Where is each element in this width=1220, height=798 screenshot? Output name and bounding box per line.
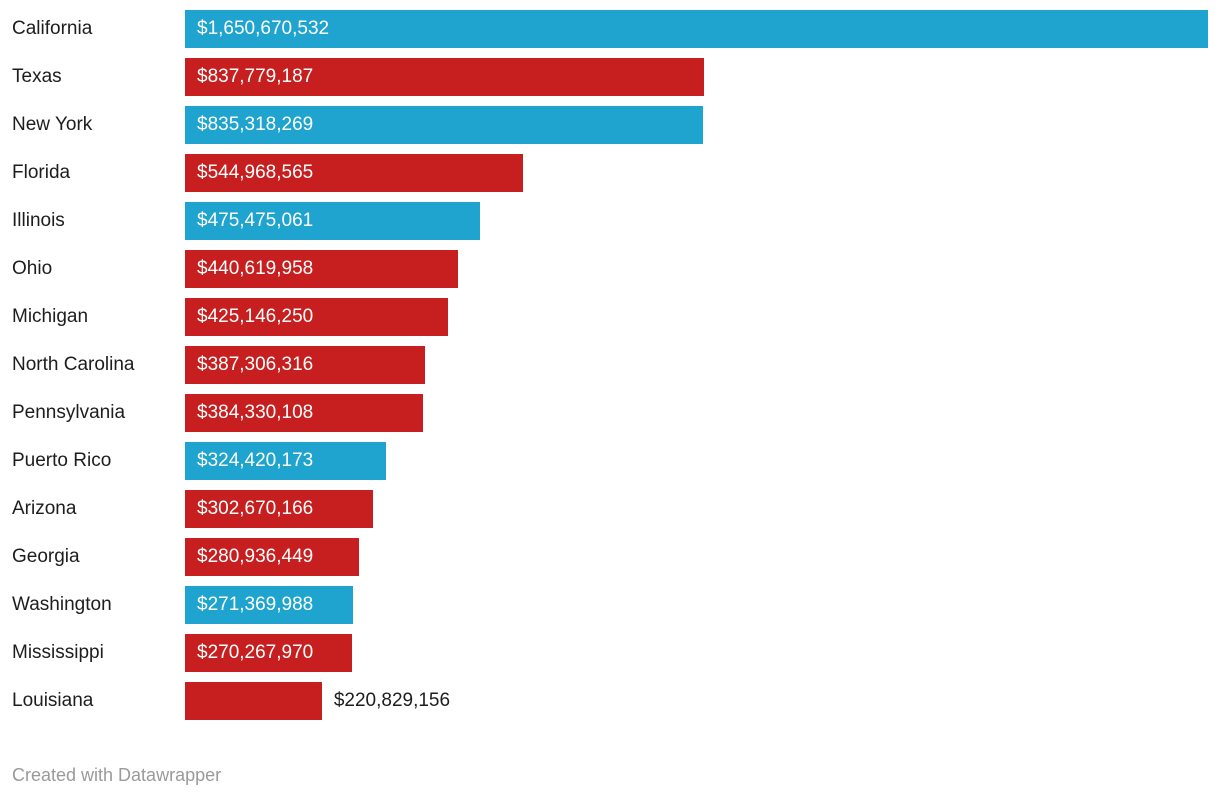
- bar-track: $440,619,958: [185, 250, 1208, 288]
- bar-value-label: $837,779,187: [197, 66, 314, 87]
- chart-row: New York $835,318,269: [12, 106, 1208, 144]
- category-label: Georgia: [12, 546, 80, 567]
- bar-value-label: $324,420,173: [197, 450, 314, 471]
- bar-value-label: $280,936,449: [197, 546, 314, 567]
- bar-track: $835,318,269: [185, 106, 1208, 144]
- chart-row: Illinois $475,475,061: [12, 202, 1208, 240]
- category-label: North Carolina: [12, 354, 135, 375]
- chart-row: Arizona $302,670,166: [12, 490, 1208, 528]
- chart-row: Georgia $280,936,449: [12, 538, 1208, 576]
- bar-value-label: $1,650,670,532: [197, 18, 330, 39]
- bar-track: $387,306,316: [185, 346, 1208, 384]
- bar: $544,968,565: [185, 154, 523, 192]
- category-label: Ohio: [12, 258, 53, 279]
- bar: $835,318,269: [185, 106, 703, 144]
- category-label: Washington: [12, 594, 112, 615]
- bar: [185, 682, 322, 720]
- bar-value-label: $271,369,988: [197, 594, 314, 615]
- category-label: Michigan: [12, 306, 89, 327]
- category-label: Arizona: [12, 498, 77, 519]
- bar: $302,670,166: [185, 490, 373, 528]
- bar-track: $384,330,108: [185, 394, 1208, 432]
- datawrapper-credit-link[interactable]: Created with Datawrapper: [12, 765, 222, 785]
- category-label: California: [12, 18, 93, 39]
- bar-value-label: $475,475,061: [197, 210, 314, 231]
- chart-row: California $1,650,670,532: [12, 10, 1208, 48]
- bar-track: $270,267,970: [185, 634, 1208, 672]
- bar-value-label: $425,146,250: [197, 306, 314, 327]
- bar: $1,650,670,532: [185, 10, 1208, 48]
- bar-track: $324,420,173: [185, 442, 1208, 480]
- category-label: Illinois: [12, 210, 65, 231]
- bar-track: $280,936,449: [185, 538, 1208, 576]
- category-label: Pennsylvania: [12, 402, 126, 423]
- bar-track: $544,968,565: [185, 154, 1208, 192]
- category-label: Texas: [12, 66, 62, 87]
- bar: $440,619,958: [185, 250, 459, 288]
- category-label: New York: [12, 114, 93, 135]
- chart-row: North Carolina $387,306,316: [12, 346, 1208, 384]
- chart-row: Texas $837,779,187: [12, 58, 1208, 96]
- bar-value-label: $544,968,565: [197, 162, 314, 183]
- bar-track: $475,475,061: [185, 202, 1208, 240]
- category-label: Louisiana: [12, 690, 94, 711]
- chart-row: Michigan $425,146,250: [12, 298, 1208, 336]
- bar-track: $271,369,988: [185, 586, 1208, 624]
- bar-track: $302,670,166: [185, 490, 1208, 528]
- chart-rows: California $1,650,670,532 Texas $837,779…: [12, 10, 1208, 720]
- category-label: Puerto Rico: [12, 450, 112, 471]
- category-label: Mississippi: [12, 642, 104, 663]
- chart-row: Mississippi $270,267,970: [12, 634, 1208, 672]
- bar-track: $220,829,156: [185, 682, 1208, 720]
- bar: $324,420,173: [185, 442, 387, 480]
- bar: $270,267,970: [185, 634, 353, 672]
- bar-track: $425,146,250: [185, 298, 1208, 336]
- bar: $425,146,250: [185, 298, 449, 336]
- bar-track: $837,779,187: [185, 58, 1208, 96]
- bar-value-label: $270,267,970: [197, 642, 314, 663]
- bar: $837,779,187: [185, 58, 705, 96]
- chart-row: Puerto Rico $324,420,173: [12, 442, 1208, 480]
- bar-chart: California $1,650,670,532 Texas $837,779…: [12, 10, 1208, 720]
- bar-value-label: $384,330,108: [197, 402, 314, 423]
- chart-row: Florida $544,968,565: [12, 154, 1208, 192]
- bar-track: $1,650,670,532: [185, 10, 1208, 48]
- bar: $280,936,449: [185, 538, 360, 576]
- bar: $387,306,316: [185, 346, 426, 384]
- chart-row: Pennsylvania $384,330,108: [12, 394, 1208, 432]
- bar-value-label: $440,619,958: [197, 258, 314, 279]
- category-label: Florida: [12, 162, 71, 183]
- bar: $475,475,061: [185, 202, 480, 240]
- bar: $384,330,108: [185, 394, 424, 432]
- chart-footer: Created with Datawrapper: [0, 765, 1220, 786]
- chart-row: Louisiana $220,829,156: [12, 682, 1208, 720]
- chart-row: Washington $271,369,988: [12, 586, 1208, 624]
- bar-value-label: $835,318,269: [197, 114, 314, 135]
- chart-row: Ohio $440,619,958: [12, 250, 1208, 288]
- bar: $271,369,988: [185, 586, 354, 624]
- bar-value-label: $302,670,166: [197, 498, 314, 519]
- bar-value-label: $220,829,156: [333, 690, 451, 711]
- bar-value-label: $387,306,316: [197, 354, 314, 375]
